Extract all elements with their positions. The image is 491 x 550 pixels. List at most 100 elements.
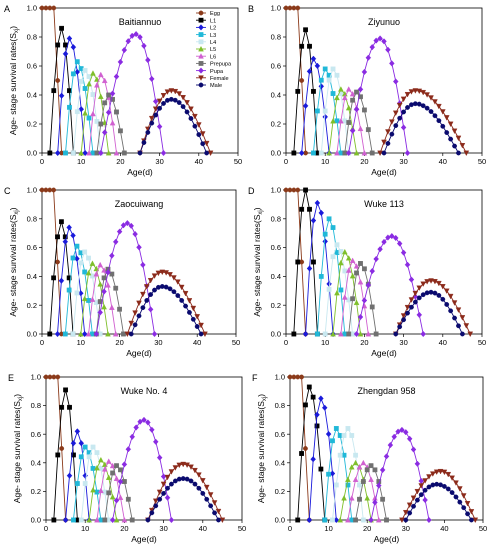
data-point xyxy=(357,496,362,502)
legend-label: Egg xyxy=(210,11,220,17)
data-point xyxy=(70,150,76,156)
x-axis-label: Age(d) xyxy=(126,348,152,358)
data-point xyxy=(357,86,364,93)
data-point xyxy=(338,330,344,337)
data-point xyxy=(176,91,183,97)
data-point xyxy=(216,517,221,523)
data-point xyxy=(365,54,372,61)
plot-frame xyxy=(285,189,483,335)
data-point xyxy=(399,426,405,434)
data-point xyxy=(299,206,305,212)
data-point xyxy=(113,149,120,156)
data-point xyxy=(54,330,61,338)
data-point xyxy=(322,231,328,237)
y-axis-label: Age- stage survival rates(Sxj) xyxy=(8,26,20,135)
legend-label: Pupa xyxy=(210,69,224,75)
data-point xyxy=(82,249,88,255)
legend-marker xyxy=(198,39,204,45)
y-tick-label: 0.4 xyxy=(271,272,281,281)
data-point xyxy=(208,503,214,509)
data-point xyxy=(368,516,374,524)
data-point xyxy=(66,275,72,281)
data-point xyxy=(207,492,214,498)
series-line-l1 xyxy=(297,385,326,521)
series-l3 xyxy=(311,66,344,156)
data-point xyxy=(445,486,451,492)
panel-title: Zaocuiwang xyxy=(115,199,164,209)
data-point xyxy=(105,282,111,288)
data-point xyxy=(463,150,470,157)
data-point xyxy=(407,510,413,516)
data-point xyxy=(403,429,409,436)
x-axis-label: Age(d) xyxy=(127,167,153,177)
data-point xyxy=(180,95,186,101)
data-point xyxy=(137,34,143,41)
data-point xyxy=(392,110,399,117)
data-point xyxy=(396,102,403,109)
data-point xyxy=(439,109,446,115)
data-point xyxy=(195,122,202,128)
data-point xyxy=(338,86,344,92)
x-tick-label: 10 xyxy=(77,338,85,347)
series-pupa xyxy=(368,426,432,524)
data-point xyxy=(464,501,471,507)
data-point xyxy=(353,149,360,156)
data-point xyxy=(428,289,434,295)
data-point xyxy=(334,242,340,248)
data-point xyxy=(453,494,459,500)
series-l6 xyxy=(85,261,119,337)
data-point xyxy=(338,249,344,254)
data-point xyxy=(318,77,324,83)
data-point xyxy=(143,284,150,290)
data-point xyxy=(303,27,308,33)
data-point xyxy=(426,516,432,524)
data-point xyxy=(455,307,462,313)
plot-frame xyxy=(45,376,243,521)
data-point xyxy=(81,330,88,338)
data-point xyxy=(353,330,360,338)
data-point xyxy=(307,206,312,212)
x-tick-label: 0 xyxy=(284,338,288,347)
data-point xyxy=(164,474,171,481)
data-point xyxy=(159,284,165,289)
data-point xyxy=(369,267,376,275)
y-tick-label: 0.0 xyxy=(271,149,281,158)
data-point xyxy=(55,452,61,458)
data-point xyxy=(59,446,65,451)
legend-marker xyxy=(198,32,204,38)
data-point xyxy=(400,96,407,103)
series-l5 xyxy=(330,248,364,337)
series-female xyxy=(145,461,226,524)
data-point xyxy=(334,94,340,101)
data-point xyxy=(409,102,414,108)
data-point xyxy=(70,331,76,337)
series-l4 xyxy=(78,444,112,523)
data-point xyxy=(149,426,155,433)
data-point xyxy=(432,279,438,285)
data-point xyxy=(437,468,444,475)
series-pupa xyxy=(345,35,411,157)
y-axis-label: Age- stage survival rates(Sxj) xyxy=(8,207,20,316)
data-point xyxy=(109,304,115,310)
data-point xyxy=(326,77,332,83)
data-point xyxy=(86,255,91,261)
data-point xyxy=(439,284,446,290)
data-point xyxy=(395,428,401,435)
data-point xyxy=(128,222,135,229)
y-axis-label: Age- stage survival rates(Sxj) xyxy=(12,394,24,503)
data-point xyxy=(401,109,406,115)
y-tick-label: 0.6 xyxy=(271,243,281,252)
data-point xyxy=(198,331,204,337)
series-l2 xyxy=(54,35,88,157)
data-point xyxy=(365,281,372,289)
data-point xyxy=(400,249,407,256)
data-point xyxy=(109,462,116,469)
data-point xyxy=(314,62,321,69)
y-tick-label: 0.0 xyxy=(31,516,41,525)
legend-label: Male xyxy=(210,83,222,89)
data-point xyxy=(349,257,356,263)
data-point xyxy=(121,150,127,156)
data-point xyxy=(98,121,104,127)
y-tick-label: 0.8 xyxy=(27,33,37,42)
